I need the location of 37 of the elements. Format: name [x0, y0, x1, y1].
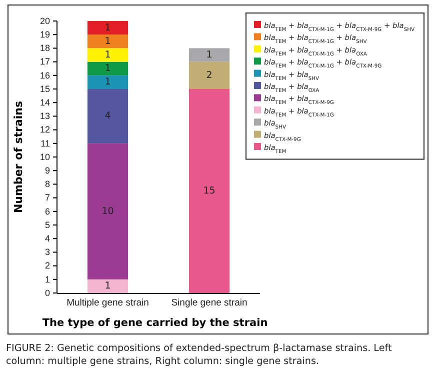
data-label: 1 — [104, 22, 111, 34]
y-tick-label: 18 — [40, 43, 50, 54]
y-tick-label: 1 — [44, 274, 50, 284]
y-tick-label: 8 — [44, 179, 50, 190]
data-label: 1 — [104, 50, 111, 60]
y-tick-label: 15 — [40, 84, 50, 94]
x-tick-label: Multiple gene strain — [66, 298, 149, 308]
data-label: 1 — [104, 36, 111, 47]
y-tick-label: 6 — [44, 206, 50, 216]
x-axis-title: The type of gene carried by the strain — [42, 317, 268, 329]
data-label: 2 — [206, 70, 212, 81]
data-label: 1 — [104, 76, 111, 88]
y-tick-label: 10 — [40, 152, 50, 162]
y-tick-label: 17 — [40, 56, 50, 67]
y-tick-label: 3 — [44, 247, 50, 258]
x-tick-label: Single gene strain — [171, 298, 248, 308]
y-tick-label: 4 — [44, 233, 50, 244]
data-label: 10 — [102, 206, 114, 217]
y-tick-label: 20 — [40, 16, 50, 26]
y-tick-label: 12 — [40, 124, 50, 135]
y-tick-label: 9 — [44, 165, 50, 176]
data-label: 15 — [203, 186, 216, 196]
y-axis-title: Number of strains — [12, 100, 25, 214]
y-tick-label: 19 — [40, 29, 50, 40]
data-label: 4 — [104, 110, 111, 122]
y-tick-label: 13 — [40, 111, 50, 122]
y-tick-label: 16 — [40, 70, 50, 80]
y-tick-label: 5 — [44, 220, 50, 230]
data-label: 1 — [104, 63, 111, 74]
data-label: 1 — [206, 50, 212, 60]
y-tick-label: 7 — [44, 192, 50, 203]
y-tick-label: 14 — [40, 97, 50, 108]
y-tick-label: 0 — [44, 288, 50, 298]
y-tick-label: 11 — [40, 138, 50, 148]
data-label: 1 — [104, 280, 111, 292]
y-tick-label: 2 — [44, 260, 50, 271]
caption: FIGURE 2: Genetic compositions of extended-spectrum β-lactamase strains. Left column: multiple gene strains, Right column: single gene strains. — [6, 342, 393, 368]
